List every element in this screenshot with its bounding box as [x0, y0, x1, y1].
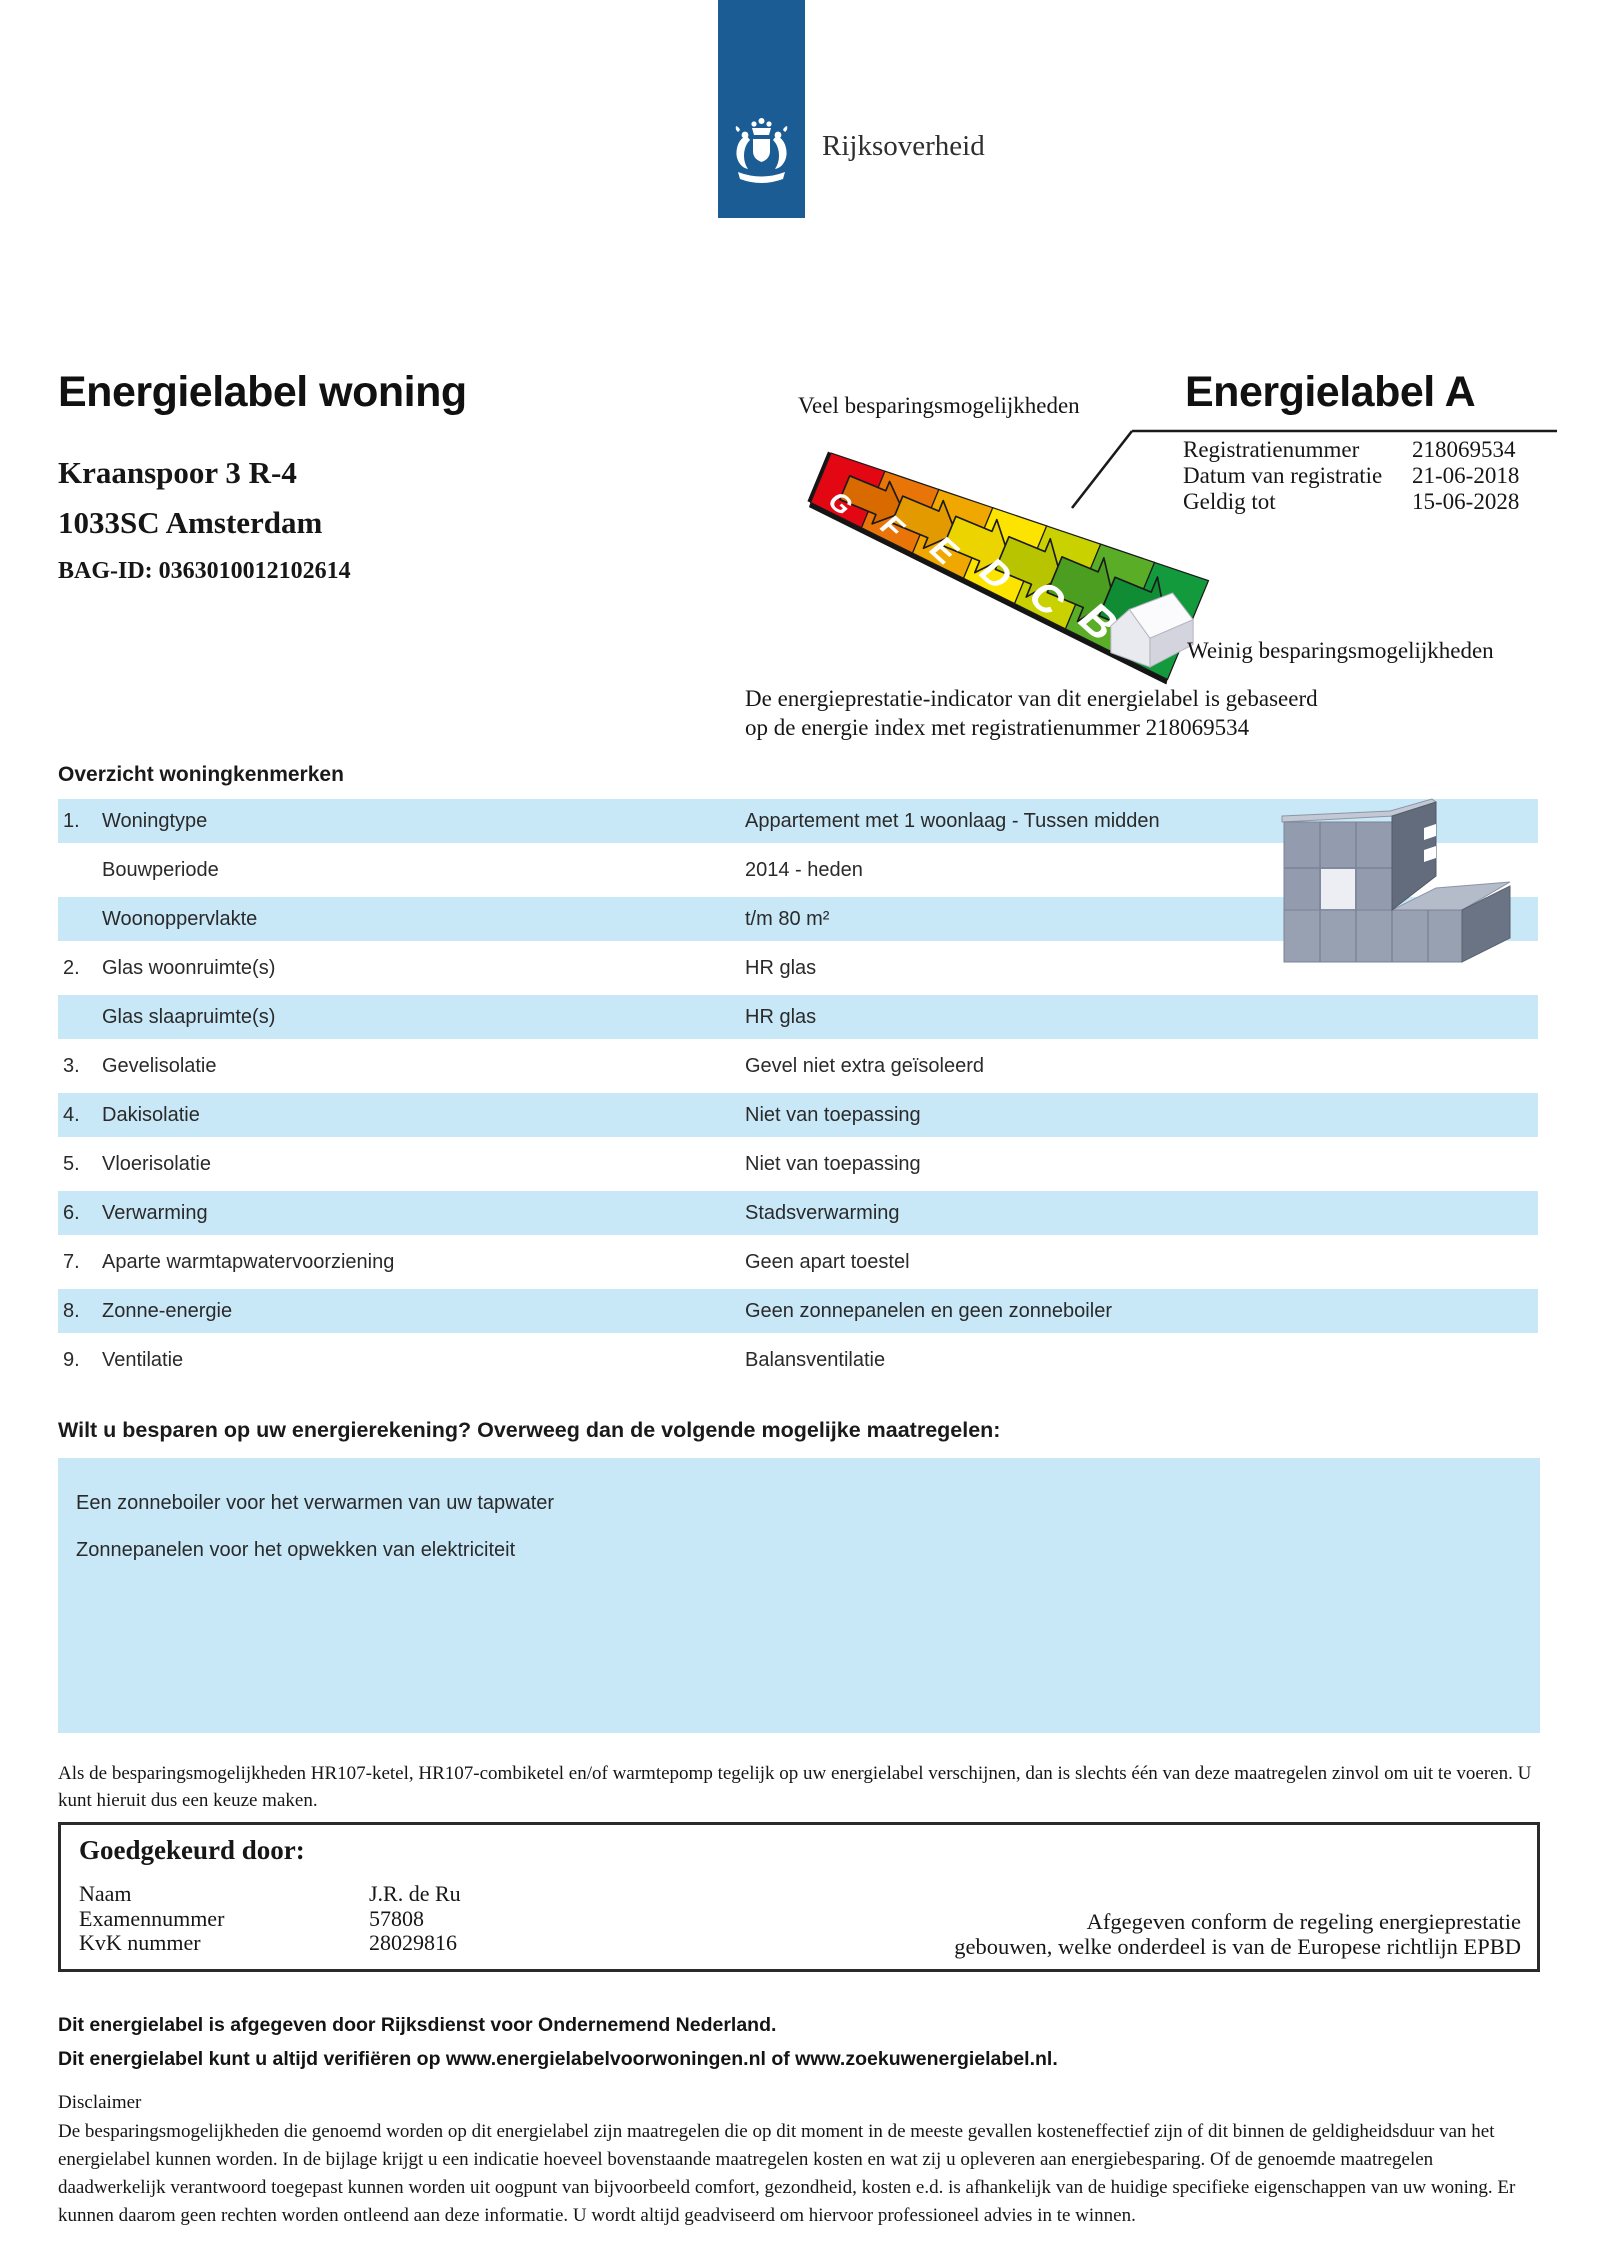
row-label: Woningtype [102, 809, 208, 832]
issued-by-line: Dit energielabel is afgegeven door Rijks… [58, 2014, 777, 2036]
registration-label: Registratienummer [1183, 437, 1360, 462]
registration-value: 21-06-2018 [1412, 463, 1520, 488]
disclaimer-heading: Disclaimer [58, 2092, 142, 2113]
table-row: Bouwperiode 2014 - heden [58, 848, 1538, 892]
basis-note: De energieprestatie-indicator van dit en… [745, 684, 1318, 742]
row-label: Vloerisolatie [102, 1152, 211, 1175]
table-row: 3. Gevelisolatie Gevel niet extra geïsol… [58, 1044, 1538, 1088]
rijksoverheid-crest-icon [735, 118, 788, 183]
row-number: 8. [63, 1299, 80, 1322]
row-label: Dakisolatie [102, 1103, 200, 1126]
registration-row: Datum van registratie 21-06-2018 [1183, 463, 1519, 489]
row-label: Verwarming [102, 1201, 208, 1224]
row-number: 1. [63, 809, 80, 832]
row-value: Niet van toepassing [745, 1152, 921, 1175]
row-label: Gevelisolatie [102, 1054, 217, 1077]
table-row: 7. Aparte warmtapwatervoorziening Geen a… [58, 1240, 1538, 1284]
row-value: HR glas [745, 956, 817, 979]
house-icon [1110, 592, 1194, 668]
row-value: HR glas [745, 1005, 817, 1028]
row-value: Geen zonnepanelen en geen zonneboiler [745, 1299, 1112, 1322]
conform-statement: Afgegeven conform de regeling energiepre… [954, 1909, 1521, 1959]
table-row: Glas slaapruimte(s) HR glas [58, 995, 1538, 1039]
approval-label: Examennummer [79, 1905, 225, 1931]
row-value: Niet van toepassing [745, 1103, 921, 1126]
table-row: 5. Vloerisolatie Niet van toepassing [58, 1142, 1538, 1186]
row-value: Gevel niet extra geïsoleerd [745, 1054, 985, 1077]
approval-row: Examennummer 57808 [79, 1905, 1523, 1932]
conform-line2: gebouwen, welke onderdeel is van de Euro… [954, 1934, 1521, 1959]
table-row: 9. Ventilatie Balansventilatie [58, 1338, 1538, 1382]
bag-id: BAG-ID: 0363010012102614 [58, 558, 351, 584]
savings-item: Zonnepanelen voor het opwekken van elekt… [76, 1539, 516, 1561]
savings-item: Een zonneboiler voor het verwarmen van u… [76, 1492, 555, 1514]
row-label: Aparte warmtapwatervoorziening [102, 1250, 395, 1273]
savings-heading: Wilt u besparen op uw energierekening? O… [58, 1418, 1001, 1442]
approval-label: KvK nummer [79, 1930, 201, 1955]
row-number: 6. [63, 1201, 80, 1224]
conform-line1: Afgegeven conform de regeling energiepre… [1086, 1909, 1521, 1934]
approval-row: Naam J.R. de Ru [79, 1881, 1523, 1907]
row-number: 2. [63, 956, 80, 979]
approval-row: KvK nummer 28029816 [79, 1930, 1523, 1956]
brand-name: Rijksoverheid [822, 130, 985, 162]
basis-note-line2: op de energie index met registratienumme… [745, 715, 1250, 740]
approval-heading: Goedgekeurd door: [79, 1835, 305, 1865]
basis-note-line1: De energieprestatie-indicator van dit en… [745, 686, 1318, 711]
row-label: Bouwperiode [102, 858, 219, 881]
row-number: 7. [63, 1250, 80, 1273]
row-number: 4. [63, 1103, 80, 1126]
energy-class-ribbon: G F E D C B A [807, 451, 1210, 685]
address-line1: Kraanspoor 3 R-4 [58, 455, 297, 490]
approval-label: Naam [79, 1881, 132, 1906]
savings-note: Als de besparingsmogelijkheden HR107-ket… [58, 1763, 1532, 1811]
scale-top-label: Veel besparingsmogelijkheden [798, 393, 1080, 418]
approval-value: J.R. de Ru [369, 1881, 461, 1906]
row-number: 3. [63, 1054, 80, 1077]
registration-block: Registratienummer 218069534 Datum van re… [1183, 437, 1519, 515]
row-label: Zonne-energie [102, 1299, 233, 1322]
row-number: 9. [63, 1348, 80, 1371]
registration-value: 218069534 [1412, 437, 1516, 462]
dwelling-type-illustration [1281, 798, 1511, 963]
registration-value: 15-06-2028 [1412, 489, 1520, 514]
registration-label: Datum van registratie [1183, 463, 1383, 488]
row-value: Appartement met 1 woonlaag - Tussen midd… [745, 809, 1160, 832]
registration-row: Geldig tot 15-06-2028 [1183, 489, 1519, 515]
registration-row: Registratienummer 218069534 [1183, 437, 1519, 463]
row-label: Ventilatie [102, 1348, 184, 1371]
table-row: 4. Dakisolatie Niet van toepassing [58, 1093, 1538, 1137]
row-label: Woonoppervlakte [102, 907, 258, 930]
scale-bottom-label: Weinig besparingsmogelijkheden [1187, 638, 1494, 663]
row-label: Glas woonruimte(s) [102, 956, 276, 979]
table-heading: Overzicht woningkenmerken [58, 763, 344, 786]
table-row: 6. Verwarming Stadsverwarming [58, 1191, 1538, 1235]
row-value: Stadsverwarming [745, 1201, 900, 1224]
row-value: t/m 80 m² [745, 907, 830, 930]
address-line2: 1033SC Amsterdam [58, 505, 323, 540]
row-value: 2014 - heden [745, 858, 863, 881]
row-value: Geen apart toestel [745, 1250, 910, 1273]
rijksoverheid-logo-bar [718, 0, 805, 218]
row-number: 5. [63, 1152, 80, 1175]
approval-box: Goedgekeurd door: Naam J.R. de Ru Examen… [58, 1822, 1540, 1972]
verify-line: Dit energielabel kunt u altijd verifiëre… [58, 2048, 1058, 2070]
row-value: Balansventilatie [745, 1348, 886, 1371]
callout-line [1070, 429, 1557, 509]
energy-label-class-title: Energielabel A [1185, 368, 1476, 416]
approval-value: 28029816 [369, 1930, 457, 1955]
table-row: 8. Zonne-energie Geen zonnepanelen en ge… [58, 1289, 1538, 1333]
table-row: 2. Glas woonruimte(s) HR glas [58, 946, 1538, 990]
approval-value: 57808 [369, 1905, 424, 1931]
page-title: Energielabel woning [58, 368, 467, 416]
registration-label: Geldig tot [1183, 489, 1276, 514]
disclaimer-text: De besparingsmogelijkheden die genoemd w… [58, 2121, 1516, 2226]
savings-box: Een zonneboiler voor het verwarmen van u… [58, 1458, 1540, 1733]
row-label: Glas slaapruimte(s) [102, 1005, 276, 1028]
